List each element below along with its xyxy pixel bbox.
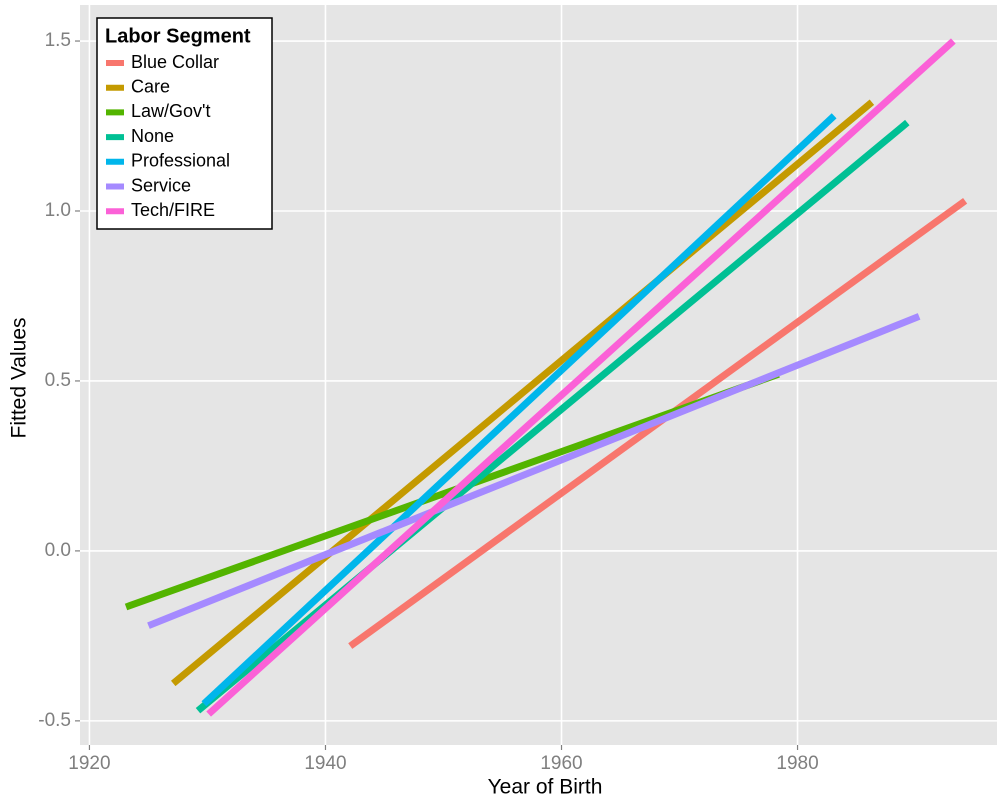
series-line: [206, 38, 956, 717]
y-tick-label: -0.5: [38, 710, 71, 731]
legend: Labor Segment Blue Collar Care Law/Gov't No…: [96, 17, 273, 230]
legend-label: Service: [131, 175, 191, 195]
legend-title: Labor Segment: [105, 25, 251, 47]
series-line: [147, 313, 921, 629]
y-tick-label: 0.5: [45, 370, 71, 391]
x-tick-label: 1980: [776, 753, 818, 774]
legend-label: Care: [131, 76, 170, 96]
axes: 1920 1940 1960 1980 -0.5 0.0 0.5 1.0 1.5: [38, 30, 818, 774]
lines: [124, 38, 968, 717]
x-tick-label: 1960: [540, 753, 582, 774]
legend-label: Blue Collar: [131, 52, 219, 72]
legend-label: Law/Gov't: [131, 101, 210, 121]
y-tick-label: 1.0: [45, 200, 71, 221]
series-line: [170, 99, 875, 687]
y-axis-title: Fitted Values: [8, 317, 31, 438]
legend-label: Tech/FIRE: [131, 200, 215, 220]
y-tick-label: 0.0: [45, 540, 71, 561]
legend-label: None: [131, 126, 174, 146]
legend-box: [96, 17, 273, 230]
x-tick-label: 1920: [68, 753, 110, 774]
x-tick-label: 1940: [304, 753, 346, 774]
x-axis-title: Year of Birth: [488, 776, 603, 799]
series-line: [201, 113, 837, 707]
legend-label: Professional: [131, 151, 230, 171]
y-tick-label: 1.5: [45, 30, 71, 51]
